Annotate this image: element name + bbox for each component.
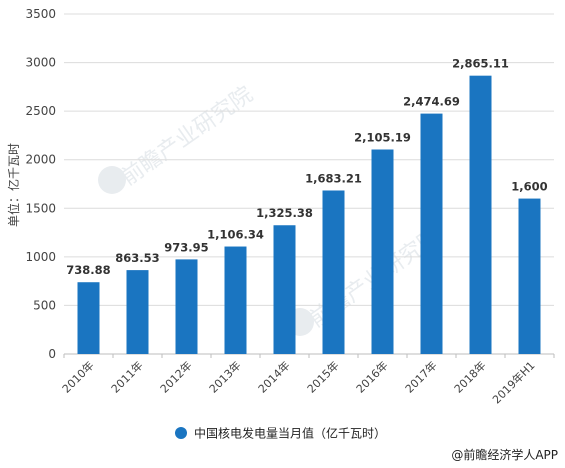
x-tick-label: 2018年 (451, 358, 488, 395)
bar (273, 225, 296, 354)
y-axis: 0 500 1000 1500 2000 2500 3000 3500 (25, 7, 56, 361)
data-label: 2,865.11 (452, 57, 509, 71)
y-tick-label: 1000 (25, 250, 56, 264)
y-tick-label: 3500 (25, 7, 56, 21)
x-tick-label: 2017年 (402, 358, 439, 395)
source-credit: @前瞻经济学人APP (451, 447, 558, 462)
x-axis: 2010年 2011年 2012年 2013年 2014年 2015年 2016年 2017年… (59, 354, 555, 406)
x-tick-label: 2014年 (255, 358, 292, 395)
bar (518, 198, 541, 354)
legend: 中国核电发电量当月值（亿千瓦时） (175, 426, 386, 441)
data-label: 738.88 (66, 263, 110, 277)
legend-marker (175, 427, 187, 439)
y-tick-label: 2000 (25, 153, 56, 167)
x-tick-label: 2019年H1 (489, 358, 537, 406)
y-tick-label: 3000 (25, 56, 56, 70)
y-tick-label: 500 (33, 298, 56, 312)
y-tick-label: 1500 (25, 201, 56, 215)
bar (77, 282, 100, 354)
y-axis-label: 单位：亿千瓦时 (6, 143, 21, 227)
data-label: 2,105.19 (354, 130, 411, 144)
y-tick-label: 0 (48, 347, 56, 361)
y-tick-label: 2500 (25, 104, 56, 118)
data-label: 1,600 (511, 180, 547, 194)
bar (469, 75, 492, 355)
bar (175, 259, 198, 354)
x-tick-label: 2015年 (304, 358, 341, 395)
x-tick-label: 2010年 (59, 358, 96, 395)
bars (77, 75, 541, 355)
data-labels: 738.88 863.53 973.951,106.34 1,325.38 1,683.… (66, 57, 547, 278)
bar (126, 270, 149, 354)
data-label: 863.53 (115, 251, 159, 265)
bar (371, 149, 394, 354)
x-tick-label: 2011年 (108, 358, 145, 395)
data-label: 2,474.69 (403, 95, 460, 109)
legend-label: 中国核电发电量当月值（亿千瓦时） (194, 426, 386, 441)
x-tick-label: 2013年 (206, 358, 243, 395)
data-label: 1,325.38 (256, 206, 313, 220)
data-label: 1,106.34 (207, 228, 264, 242)
x-tick-label: 2016年 (353, 358, 390, 395)
data-label: 973.95 (164, 240, 208, 254)
x-tick-label: 2012年 (157, 358, 194, 395)
bar (322, 190, 345, 354)
data-label: 1,683.21 (305, 171, 362, 185)
bar (420, 113, 443, 355)
bar (224, 246, 247, 354)
watermark-text: 前瞻产业研究院 (117, 82, 258, 191)
